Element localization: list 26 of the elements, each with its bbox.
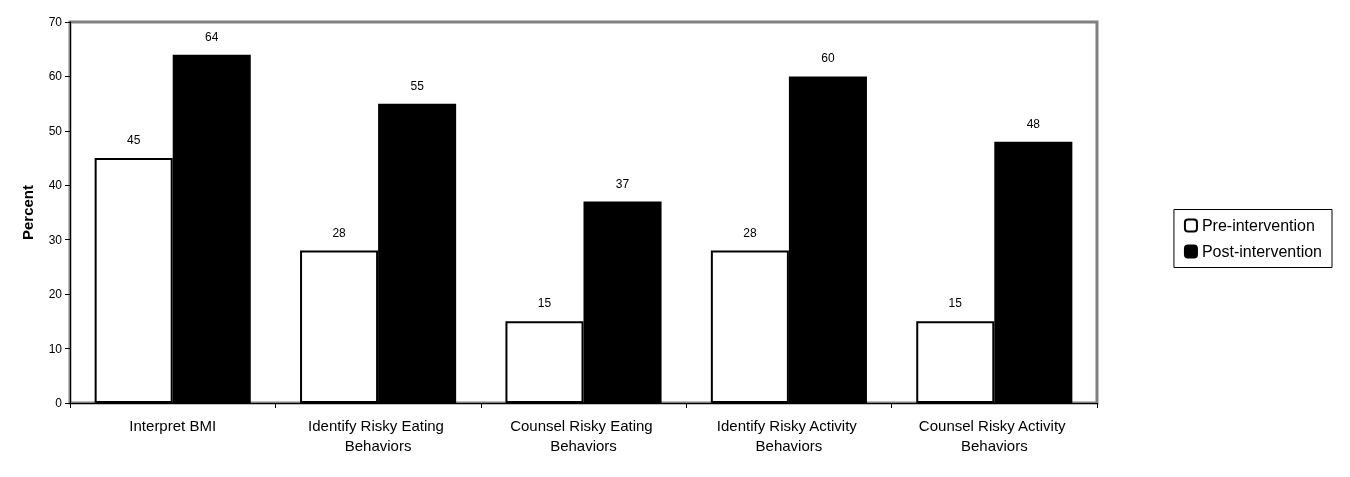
data-label: 48 — [1026, 116, 1041, 131]
data-label: 60 — [821, 51, 835, 66]
legend-label: Post-intervention — [1201, 243, 1322, 260]
y-tick-label: 50 — [48, 123, 63, 138]
legend-label: Pre-intervention — [1201, 217, 1315, 234]
y-tick-label: 20 — [48, 287, 63, 302]
data-label: 64 — [205, 29, 219, 44]
data-label: 37 — [615, 176, 630, 191]
data-label: 15 — [537, 296, 552, 311]
y-tick-label: 0 — [55, 396, 63, 410]
y-tick-label: 60 — [48, 69, 63, 84]
y-tick-label: 10 — [48, 341, 63, 356]
y-axis-title: Percent — [19, 184, 36, 241]
x-tick-label: Identify Risky Eating Behaviors — [308, 416, 449, 454]
x-tick-label: Counsel Risky Activity Behaviors — [918, 416, 1070, 454]
data-label: 55 — [410, 78, 425, 93]
data-label: 15 — [948, 296, 963, 311]
data-label: 28 — [743, 225, 757, 240]
y-tick-label: 40 — [48, 178, 63, 193]
x-tick-label: Identify Risky Activity Behaviors — [716, 416, 862, 454]
x-tick-label: Interpret BMI — [129, 416, 217, 434]
data-label: 45 — [126, 133, 141, 148]
y-tick-label: 70 — [48, 15, 63, 29]
y-tick-label: 30 — [48, 232, 63, 247]
x-tick-label: Counsel Risky Eating Behaviors — [510, 416, 657, 454]
data-label: 28 — [332, 225, 347, 240]
